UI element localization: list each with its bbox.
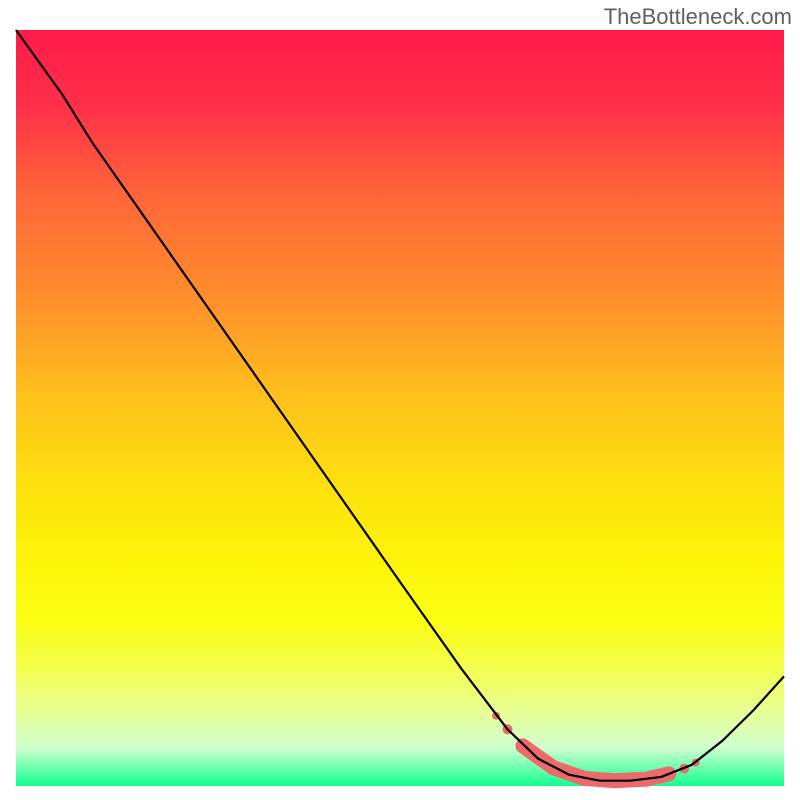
chart-background — [16, 30, 784, 786]
watermark-text: TheBottleneck.com — [604, 4, 792, 30]
bottleneck-chart: TheBottleneck.com — [0, 0, 800, 800]
chart-svg — [0, 0, 800, 800]
